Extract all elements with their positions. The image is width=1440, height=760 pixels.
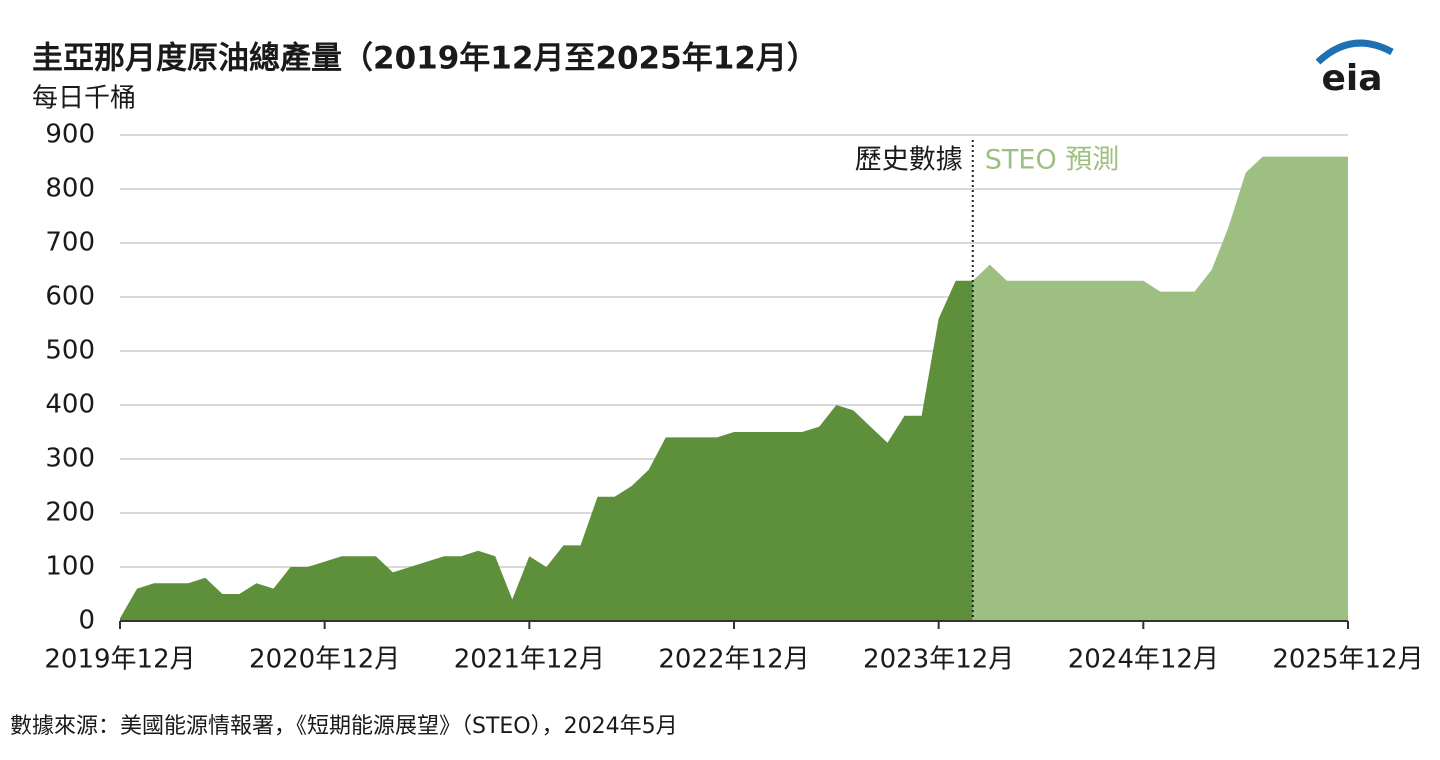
logo-text: eia — [1321, 58, 1382, 99]
y-tick-label: 500 — [45, 336, 95, 366]
x-tick-label: 2020年12月 — [249, 645, 400, 675]
y-tick-label: 400 — [45, 390, 95, 420]
x-tick-label: 2019年12月 — [44, 645, 195, 675]
source-note: 數據來源：美國能源情報署，《短期能源展望》（STEO），2024年5月 — [10, 714, 678, 739]
y-tick-label: 900 — [45, 120, 95, 150]
y-tick-label: 0 — [78, 606, 95, 636]
y-tick-label: 600 — [45, 282, 95, 312]
y-tick-label: 300 — [45, 444, 95, 474]
y-tick-label: 100 — [45, 552, 95, 582]
y-tick-label: 200 — [45, 498, 95, 528]
y-tick-label: 700 — [45, 228, 95, 258]
logo: eia — [1315, 39, 1394, 99]
chart-title: 圭亞那月度原油總產量（2019年12月至2025年12月） — [32, 41, 818, 77]
y-axis-label: 每日千桶 — [32, 84, 136, 114]
x-tick-label: 2024年12月 — [1068, 645, 1219, 675]
x-tick-label: 2021年12月 — [454, 645, 605, 675]
y-tick-label: 800 — [45, 174, 95, 204]
area — [972, 156, 1348, 621]
annotation: 歷史數據 — [855, 145, 963, 176]
x-tick-label: 2023年12月 — [863, 645, 1014, 675]
x-tick-label: 2022年12月 — [658, 645, 809, 675]
annotation: STEO 預測 — [985, 145, 1120, 176]
area — [120, 280, 973, 621]
logo-arc — [1315, 39, 1394, 65]
x-tick-label: 2025年12月 — [1272, 645, 1423, 675]
